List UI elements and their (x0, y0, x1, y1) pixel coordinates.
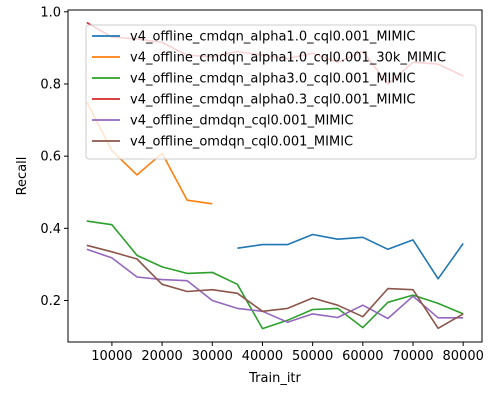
x-axis: 10000 20000 30000 40000 50000 60000 70000 80000 (91, 342, 484, 364)
legend-label: v4_offline_cmdqn_alpha1.0_cql0.001_30k_M… (130, 51, 446, 66)
y-tick-label: 0.4 (40, 222, 61, 237)
y-tick-label: 0.8 (40, 77, 61, 92)
x-tick-label: 40000 (242, 349, 283, 364)
legend-label: v4_offline_omdqn_cql0.001_MIMIC (130, 135, 353, 150)
plot-frame (67, 9, 483, 343)
x-axis-label: Train_itr (248, 371, 301, 386)
x-tick-label: 10000 (91, 349, 132, 364)
series-line-6 (86, 244, 464, 330)
series-line-3 (86, 220, 464, 330)
legend-label: v4_offline_cmdqn_alpha0.3_cql0.001_MIMIC (130, 93, 416, 108)
y-tick-label: 1.0 (40, 5, 61, 20)
legend-label: v4_offline_cmdqn_alpha1.0_cql0.001_MIMIC (130, 30, 416, 45)
legend-label: v4_offline_dmdqn_cql0.001_MIMIC (130, 114, 353, 129)
x-tick-label: 80000 (443, 349, 484, 364)
series-line-5 (86, 248, 464, 324)
x-tick-label: 60000 (342, 349, 383, 364)
legend: v4_offline_cmdqn_alpha1.0_cql0.001_MIMIC… (85, 24, 477, 160)
y-axis: 0.2 0.4 0.6 0.8 1.0 (40, 5, 68, 309)
y-axis-label: Recall (15, 157, 30, 196)
legend-frame (85, 24, 477, 160)
x-tick-label: 50000 (292, 349, 333, 364)
series-line-1 (237, 233, 464, 280)
legend-label: v4_offline_cmdqn_alpha3.0_cql0.001_MIMIC (130, 72, 416, 87)
x-tick-label: 20000 (141, 349, 182, 364)
y-tick-label: 0.2 (40, 294, 61, 309)
y-tick-label: 0.6 (40, 150, 61, 165)
x-tick-label: 70000 (392, 349, 433, 364)
x-tick-label: 30000 (192, 349, 233, 364)
